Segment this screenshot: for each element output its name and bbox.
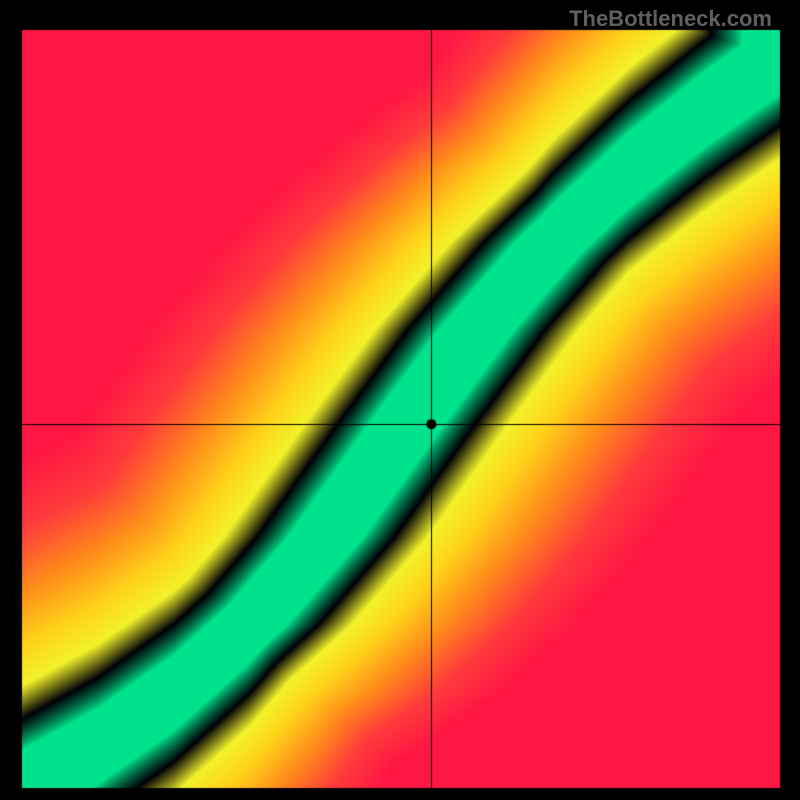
crosshair-overlay (0, 0, 800, 800)
watermark-text: TheBottleneck.com (569, 6, 772, 32)
